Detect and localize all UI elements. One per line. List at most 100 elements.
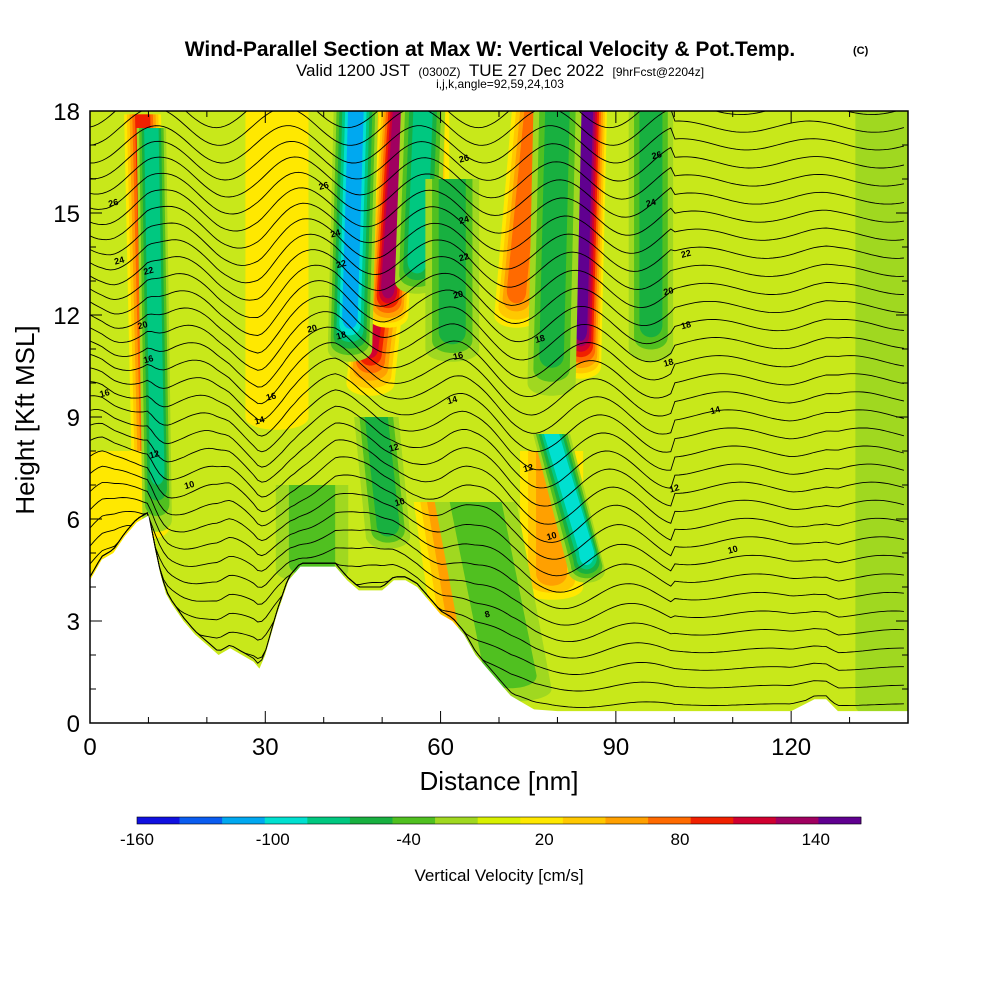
theta-contour-line (90, 295, 904, 363)
theta-contour-line (90, 373, 905, 453)
theta-contour-line (90, 512, 904, 675)
theta-contour-line (90, 140, 904, 182)
colorbar-tick-label: -40 (396, 830, 421, 849)
x-tick-label: 120 (771, 734, 811, 761)
theta-contour-line (90, 450, 905, 543)
theta-contour-label: 16 (98, 387, 110, 399)
y-tick-label: 15 (53, 201, 80, 228)
theta-contour-line (90, 171, 904, 218)
colorbar-swatch (349, 817, 393, 824)
theta-contour-line (90, 510, 904, 610)
colorbar-tick-label: 80 (671, 830, 690, 849)
theta-contour-label: 14 (446, 394, 458, 406)
theta-contour-label: 22 (458, 251, 470, 263)
theta-contour-line (90, 357, 905, 435)
theta-contours (90, 111, 905, 708)
title-copyright-mark: (C) (853, 45, 869, 57)
theta-contour-line (90, 326, 904, 399)
terrain-fill (90, 515, 908, 723)
theta-contour-label: 22 (335, 258, 347, 270)
colorbar-tick-label: -100 (256, 830, 290, 849)
theta-contour-line (90, 233, 904, 290)
x-axis-label: Distance [nm] (420, 766, 579, 796)
theta-contour-line (90, 111, 899, 129)
subtitle-date: TUE 27 Dec 2022 (469, 61, 604, 80)
y-tick-label: 0 (67, 711, 80, 738)
colorbar-swatch (264, 817, 308, 824)
downdraft-band (449, 502, 537, 689)
theta-contour-label: 24 (113, 254, 125, 266)
colorbar-swatch (733, 817, 777, 824)
colorbar-swatch (562, 817, 606, 824)
theta-contour-label: 18 (335, 329, 347, 341)
colorbar-label: Vertical Velocity [cm/s] (414, 866, 583, 885)
downdraft-band (539, 111, 570, 368)
theta-contour-label: 26 (318, 180, 330, 192)
subtitle-utc-time: (0300Z) (418, 65, 460, 79)
theta-contour-label: 14 (709, 404, 721, 416)
theta-contour-label: 16 (142, 353, 154, 365)
downdraft-band (639, 111, 663, 338)
colorbar-swatch (179, 817, 223, 824)
theta-contour-label: 24 (329, 227, 341, 239)
theta-contour-label: 12 (388, 441, 400, 453)
x-tick-label: 0 (83, 734, 96, 761)
theta-contour-line (90, 218, 904, 272)
theta-contour-label: 20 (452, 288, 464, 300)
y-tick-label: 18 (53, 99, 80, 126)
colorbar-swatch (520, 817, 564, 824)
theta-contour-line (90, 512, 904, 692)
theta-contour-label: 20 (136, 319, 148, 331)
theta-contour-line (90, 512, 904, 643)
y-tick-label: 3 (67, 609, 80, 636)
theta-contour-label: 10 (183, 479, 195, 491)
theta-contour-label: 20 (662, 285, 674, 297)
y-axis-label: Height [Kft MSL] (10, 325, 40, 514)
theta-contour-line (90, 311, 904, 381)
theta-contour-label: 20 (306, 322, 318, 334)
theta-contour-label: 18 (662, 356, 674, 368)
chart-subtitle: Valid 1200 JST (0300Z) TUE 27 Dec 2022 [… (296, 61, 704, 80)
colorbar-swatch (818, 817, 862, 824)
colorbar-swatch (605, 817, 649, 824)
chart-subtitle-indices: i,j,k,angle=92,59,24,103 (436, 77, 564, 91)
theta-contour-label: 10 (394, 496, 406, 508)
axes: 0 30 60 90 120 0 3 6 9 12 15 18 (53, 99, 909, 761)
subtitle-forecast: [9hrFcst@2204z] (613, 65, 705, 79)
x-tick-label: 60 (427, 734, 454, 761)
theta-contour-line (90, 436, 905, 525)
theta-contour-label: 22 (680, 248, 692, 260)
x-tick-label: 30 (252, 734, 279, 761)
theta-contour-line (90, 202, 904, 254)
theta-contour-line (90, 280, 904, 345)
theta-contour-label: 26 (651, 149, 663, 161)
colorbar-swatch (648, 817, 691, 824)
theta-contour-line (90, 481, 904, 577)
colorbar-swatch (137, 817, 180, 824)
theta-contour-label: 18 (680, 319, 692, 331)
theta-contour-label: 12 (148, 448, 160, 460)
colorbar-swatch (222, 817, 266, 824)
theta-contour-label: 22 (142, 265, 154, 277)
theta-contour-label: 26 (458, 152, 470, 164)
theta-contour-label: 14 (253, 414, 265, 426)
theta-contour-line (90, 249, 904, 309)
chart-title: Wind-Parallel Section at Max W: Vertical… (185, 38, 796, 61)
theta-contour-label: 12 (522, 462, 534, 474)
colorbar-swatch (775, 817, 819, 824)
theta-contour-line (90, 497, 904, 593)
downdraft-band (544, 434, 595, 565)
theta-contour-label: 10 (727, 543, 739, 555)
colorbar-swatch (690, 817, 734, 824)
terrain (90, 515, 908, 723)
y-tick-label: 6 (67, 507, 80, 534)
theta-contour-label: 16 (452, 350, 464, 362)
colorbar-tick-label: -160 (120, 830, 154, 849)
updraft-band (245, 111, 309, 430)
colorbar-swatch (477, 817, 521, 824)
subtitle-valid-time: Valid 1200 JST (296, 61, 410, 80)
theta-contour-line (90, 156, 904, 200)
downdraft-band (364, 417, 400, 537)
theta-contour-line (90, 405, 905, 489)
theta-contour-label: 24 (645, 197, 657, 209)
